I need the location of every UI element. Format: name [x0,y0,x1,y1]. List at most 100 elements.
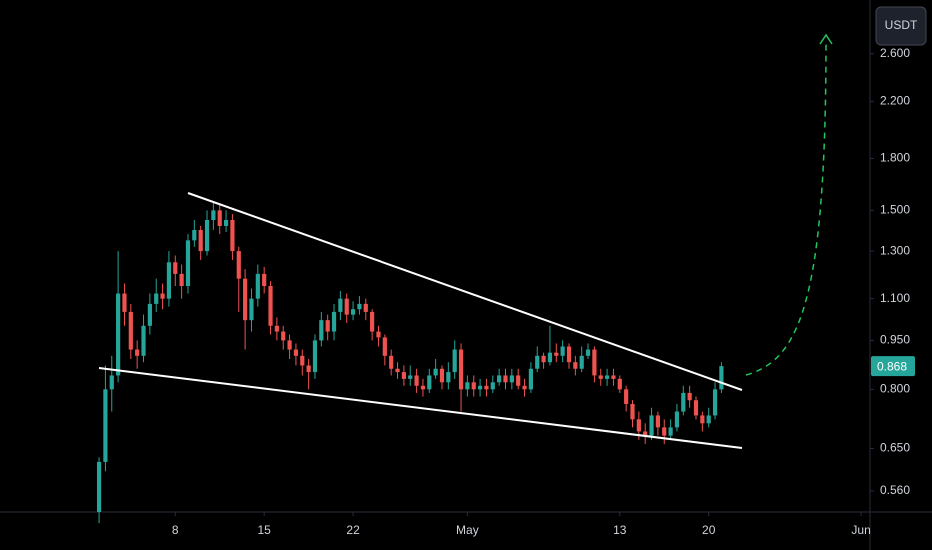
candle-body [446,372,451,383]
candle-body [554,352,559,356]
candle-body [154,293,159,304]
candle-body [433,368,438,376]
y-tick-label: 0.560 [880,483,910,497]
candle-body [395,368,400,373]
candle-body [166,262,172,299]
candle-body [96,461,102,512]
candle-body [325,320,330,332]
candle-body [370,311,375,332]
candle-body [719,366,724,390]
candle-body [331,311,337,332]
x-tick-label: May [456,523,479,537]
x-tick-label: 8 [172,523,179,537]
candle-body [598,375,603,379]
candle-body [262,273,267,287]
candle-body [611,375,616,379]
candle-body [179,273,184,287]
candle-body [497,375,502,383]
candle-body [274,325,279,332]
candle-body [306,365,311,373]
y-tick-label: 0.800 [880,382,910,396]
candle-body [516,375,521,386]
candle-body [541,355,546,363]
candle-body [128,311,133,350]
x-tick-label: 13 [613,523,627,537]
y-tick-label: 1.500 [880,203,910,217]
candle-body [655,415,660,428]
candle-body [522,385,527,390]
y-tick-label: 0.950 [880,333,910,347]
candle-body [204,220,210,252]
candle-body [109,375,114,390]
candle-body [281,331,286,341]
lower-trendline [98,367,743,449]
candle-body [700,415,705,424]
candles [96,201,724,524]
candle-body [503,375,508,383]
candle-body [217,210,222,226]
candle-body [211,210,216,221]
candle-body [484,385,489,390]
candle-body [344,298,349,315]
projection-arrow [745,39,827,376]
candle-body [122,293,127,312]
candle-body [624,389,629,404]
upper-trendline [187,192,743,391]
candle-body [414,375,419,386]
currency-label[interactable]: USDT [885,18,918,32]
candle-body [243,278,248,321]
x-tick-label: Jun [851,523,870,537]
candle-body [135,349,140,356]
candle-body [230,220,235,252]
candle-body [420,385,426,390]
candle-body [293,349,299,356]
candle-body [376,331,381,338]
candle-body [255,273,260,299]
y-tick-label: 0.650 [880,441,910,455]
candle-body [471,382,476,390]
candle-body [712,389,718,416]
last-price-label: 0.868 [877,359,907,373]
candle-body [465,382,470,390]
y-tick-label: 2.200 [880,93,910,107]
last-price-box [871,356,915,377]
y-tick-label: 1.300 [880,243,910,257]
currency-button[interactable] [875,6,927,46]
candle-body [287,340,292,350]
candle-body [223,220,229,226]
candle-body [319,320,324,341]
candle-body [173,262,178,274]
candle-body [706,415,711,424]
candle-body [630,403,635,420]
candle-body [604,375,610,379]
y-tick-label: 2.600 [880,46,910,60]
candle-body [401,372,406,379]
candle-body [585,349,591,356]
x-tick-label: 20 [702,523,716,537]
candle-body [300,355,305,366]
candle-body [363,303,368,312]
candle-body [579,355,584,369]
candle-body [662,427,667,436]
candle-body [617,378,622,390]
candle-body [141,325,146,356]
candle-body [389,355,394,369]
candle-body [116,293,121,376]
candle-body [490,382,495,390]
candle-body [643,431,648,436]
candle-body [312,340,318,373]
candle-body [573,362,578,369]
candle-body [192,229,197,241]
candle-body [509,375,514,383]
arrow-head [819,33,833,45]
axes: 0.560 0.650 0.800 0.950 1.100 1.300 1.500 1.800… [172,46,915,537]
candle-body [268,286,273,326]
candle-body [668,427,673,436]
candle-body [439,368,445,383]
candle-body [674,411,680,428]
candle-body [458,349,464,390]
candle-body [592,349,597,376]
